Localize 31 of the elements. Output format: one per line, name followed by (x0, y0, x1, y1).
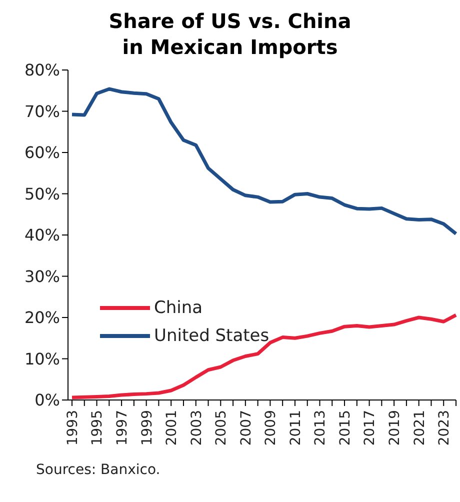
x-tick-label: 2001 (164, 410, 180, 446)
source-note: Sources: Banxico. (36, 462, 162, 478)
x-tick-label: 1995 (90, 410, 106, 446)
x-tick-label: 2013 (312, 410, 329, 446)
y-tick-label: 50% (24, 184, 60, 204)
x-tick-label: 2007 (238, 410, 254, 446)
x-tick-label: 2021 (412, 410, 428, 446)
y-tick-label: 30% (24, 266, 60, 286)
y-tick-label: 10% (24, 349, 60, 368)
x-tick-label: 2019 (387, 410, 404, 446)
y-tick-label: 70% (24, 102, 60, 121)
x-tick-label: 1993 (64, 410, 81, 446)
y-tick-label: 20% (24, 308, 60, 328)
y-tick-label: 80% (24, 60, 60, 80)
line-series (70, 87, 458, 236)
x-tick-label: 2005 (214, 410, 230, 446)
line-series (70, 313, 458, 400)
legend-label: United States (154, 326, 270, 346)
x-tick-label: 2015 (337, 410, 354, 446)
legend-label: China (154, 298, 203, 318)
x-tick-label: 2023 (436, 410, 453, 446)
y-tick-label: 0% (34, 390, 60, 410)
y-tick-label: 40% (24, 226, 60, 245)
x-tick-label: 2011 (288, 410, 304, 446)
y-tick-label: 60% (24, 143, 60, 162)
chart-title: Share of US vs. China in Mexican Imports (108, 8, 352, 60)
x-tick-label: 1997 (114, 410, 130, 446)
x-tick-label: 2009 (263, 410, 280, 446)
x-tick-label: 2003 (188, 410, 205, 446)
x-tick-label: 1999 (139, 410, 156, 446)
x-tick-label: 2017 (362, 410, 378, 446)
